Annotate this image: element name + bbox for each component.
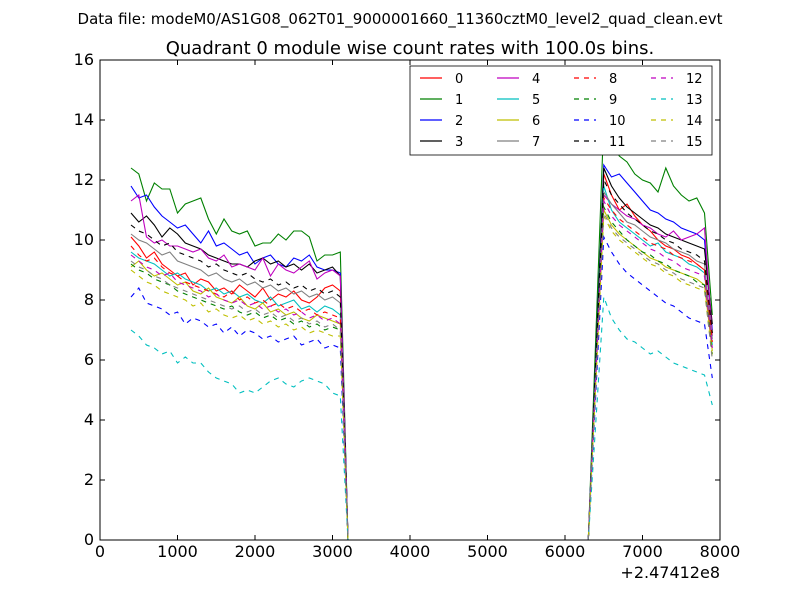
series-line-0 (130, 173, 713, 541)
legend-label-13: 13 (686, 93, 703, 108)
series-line-9 (130, 204, 713, 541)
series-line-4 (130, 193, 713, 541)
legend-label-4: 4 (532, 72, 540, 87)
x-offset-label: +2.47412e8 (620, 563, 720, 582)
y-tick-label: 4 (84, 410, 94, 429)
x-tick-label: 4000 (390, 542, 431, 561)
series-line-12 (130, 198, 713, 541)
legend-label-14: 14 (686, 114, 703, 129)
x-tick-label: 3000 (312, 542, 353, 561)
legend-label-5: 5 (532, 93, 540, 108)
x-tick-label: 1000 (157, 542, 198, 561)
series-line-5 (130, 185, 713, 541)
ticks-layer: 0 1000 2000 3000 4000 5000 6000 7000 80000246810… (74, 50, 741, 561)
y-tick-label: 14 (74, 110, 94, 129)
series-line-7 (130, 190, 713, 541)
y-tick-label: 16 (74, 50, 94, 69)
series-line-10 (130, 234, 713, 541)
y-tick-label: 12 (74, 170, 94, 189)
legend-label-15: 15 (686, 135, 703, 150)
x-tick-label: 2000 (235, 542, 276, 561)
legend-label-10: 10 (609, 114, 626, 129)
legend-label-1: 1 (455, 93, 463, 108)
legend-label-0: 0 (455, 72, 463, 87)
legend-label-3: 3 (455, 135, 463, 150)
x-tick-label: 7000 (622, 542, 663, 561)
legend-label-12: 12 (686, 72, 703, 87)
series-line-2 (130, 163, 713, 541)
legend-label-9: 9 (609, 93, 617, 108)
y-tick-label: 8 (84, 290, 94, 309)
series-line-15 (130, 210, 713, 541)
series-line-1 (130, 119, 713, 541)
legend-label-6: 6 (532, 114, 540, 129)
x-tick-label: 0 (95, 542, 105, 561)
x-tick-label: 6000 (545, 542, 586, 561)
figure-suptitle: Data file: modeM0/AS1G08_062T01_90000016… (78, 10, 723, 29)
series-line-11 (130, 177, 713, 541)
series-line-8 (130, 196, 713, 541)
legend-label-11: 11 (609, 135, 626, 150)
series-line-13 (130, 296, 713, 541)
x-tick-label: 5000 (467, 542, 508, 561)
legend-label-2: 2 (455, 114, 463, 129)
series-layer (130, 119, 713, 541)
series-line-3 (130, 167, 713, 541)
y-tick-label: 10 (74, 230, 94, 249)
legend-label-7: 7 (532, 135, 540, 150)
y-tick-label: 0 (84, 530, 94, 549)
chart-title: Quadrant 0 module wise count rates with … (166, 38, 655, 59)
x-tick-label: 8000 (700, 542, 741, 561)
series-line-14 (130, 213, 713, 541)
y-tick-label: 6 (84, 350, 94, 369)
y-tick-label: 2 (84, 470, 94, 489)
legend-label-8: 8 (609, 72, 617, 87)
legend-frame (409, 65, 713, 156)
